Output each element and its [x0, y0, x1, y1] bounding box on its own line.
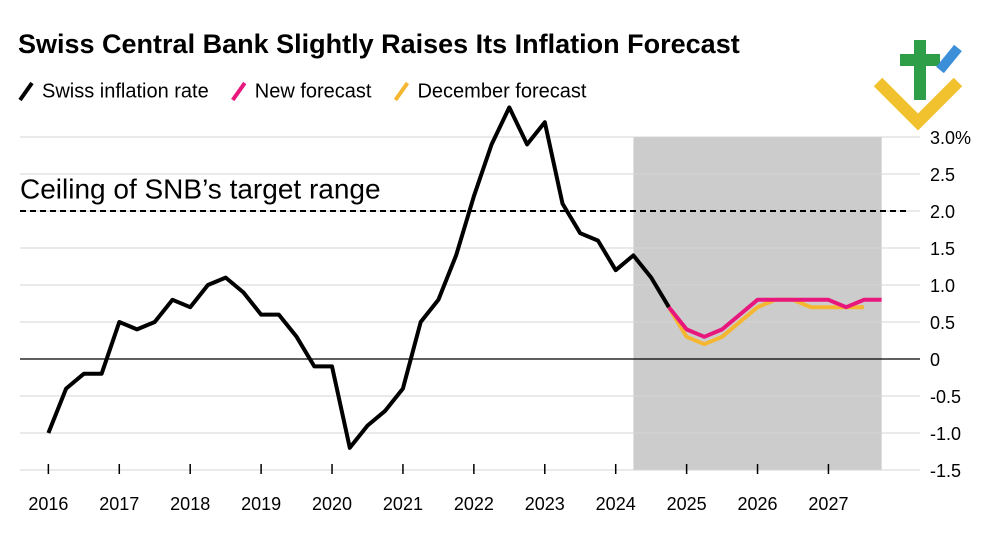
y-tick-label: 0: [930, 350, 940, 370]
y-tick-label: 1.0: [930, 276, 955, 296]
x-tick-label: 2016: [28, 494, 68, 514]
x-tick-label: 2024: [596, 494, 636, 514]
y-tick-label: 0.5: [930, 313, 955, 333]
legend-swatch: [18, 81, 34, 102]
x-tick-label: 2022: [454, 494, 494, 514]
y-tick-label: -1.0: [930, 424, 961, 444]
legend-swatch: [231, 81, 247, 102]
chart-title: Swiss Central Bank Slightly Raises Its I…: [18, 29, 740, 59]
reference-label: Ceiling of SNB’s target range: [20, 173, 381, 204]
x-tick-label: 2025: [667, 494, 707, 514]
x-tick-label: 2021: [383, 494, 423, 514]
x-tick-label: 2017: [99, 494, 139, 514]
legend-swatch: [393, 81, 410, 102]
forecast-region: [633, 137, 882, 470]
series-line: [46, 105, 671, 450]
y-tick-label: 3.0%: [930, 128, 971, 148]
x-tick-label: 2027: [808, 494, 848, 514]
legend-label: Swiss inflation rate: [42, 80, 209, 102]
x-tick-label: 2026: [738, 494, 778, 514]
x-tick-label: 2019: [241, 494, 281, 514]
logo: [873, 40, 963, 131]
x-tick-label: 2023: [525, 494, 565, 514]
y-tick-label: -0.5: [930, 387, 961, 407]
x-tick-label: 2018: [170, 494, 210, 514]
y-tick-label: -1.5: [930, 461, 961, 481]
y-tick-label: 1.5: [930, 239, 955, 259]
y-tick-label: 2.0: [930, 202, 955, 222]
y-tick-label: 2.5: [930, 165, 955, 185]
x-tick-label: 2020: [312, 494, 352, 514]
legend-label: New forecast: [255, 80, 372, 102]
legend-label: December forecast: [417, 80, 586, 102]
series-line: [667, 297, 864, 347]
series-line: [667, 297, 882, 339]
